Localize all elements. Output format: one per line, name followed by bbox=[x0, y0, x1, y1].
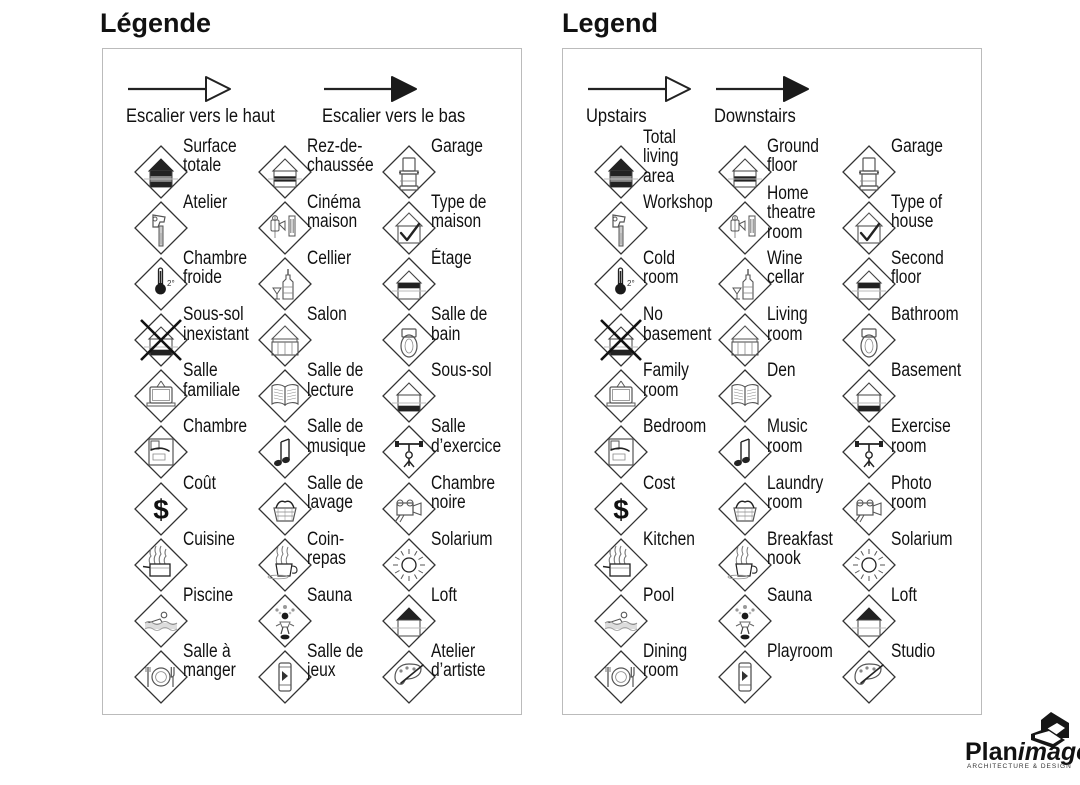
svg-text:2°: 2° bbox=[167, 279, 175, 288]
svg-text:$: $ bbox=[613, 494, 629, 525]
svg-text:ARCHITECTURE & DESIGN: ARCHITECTURE & DESIGN bbox=[967, 763, 1072, 770]
svg-text:Planimage: Planimage bbox=[965, 738, 1080, 766]
svg-text:$: $ bbox=[153, 494, 169, 525]
svg-text:2°: 2° bbox=[627, 279, 635, 288]
